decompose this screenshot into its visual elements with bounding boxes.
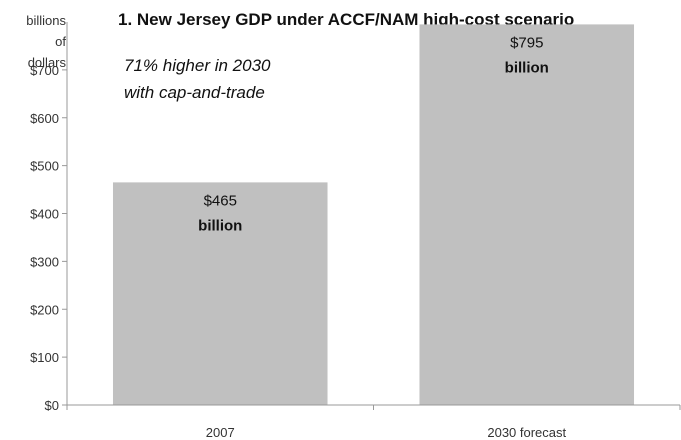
chart-title: 1. New Jersey GDP under ACCF/NAM high-co… <box>118 10 574 29</box>
annotation-line: with cap-and-trade <box>124 83 265 102</box>
y-axis-label-line: dollars <box>28 55 67 70</box>
y-tick-label: $100 <box>30 350 59 365</box>
annotation-line: 71% higher in 2030 <box>124 56 271 75</box>
annotation: 71% higher in 2030 with cap-and-trade <box>124 56 271 102</box>
y-tick-label: $700 <box>30 63 59 78</box>
bars: $465 billion $795 billion <box>112 24 635 406</box>
bar <box>112 182 328 405</box>
y-axis-label-line: of <box>55 34 66 49</box>
bar-unit-label: billion <box>198 217 242 234</box>
bar <box>419 24 635 406</box>
x-tick-label: 2007 <box>206 425 235 440</box>
x-axis: 2007 2030 forecast <box>66 404 681 440</box>
bar-value-label: $795 <box>510 34 543 51</box>
bar-value-label: $465 <box>204 192 237 209</box>
y-tick-label: $400 <box>30 207 59 222</box>
bar-unit-label: billion <box>505 59 549 76</box>
y-tick-label: $0 <box>45 398 59 413</box>
y-axis: $0 $100 $200 $300 $400 $500 $600 $700 <box>30 22 68 413</box>
x-tick-label: 2030 forecast <box>487 425 566 440</box>
y-axis-label-line: billions <box>26 13 66 28</box>
y-tick-label: $200 <box>30 302 59 317</box>
y-axis-label: billions of dollars <box>26 13 66 70</box>
y-tick-label: $300 <box>30 254 59 269</box>
y-tick-label: $500 <box>30 159 59 174</box>
y-tick-label: $600 <box>30 111 59 126</box>
